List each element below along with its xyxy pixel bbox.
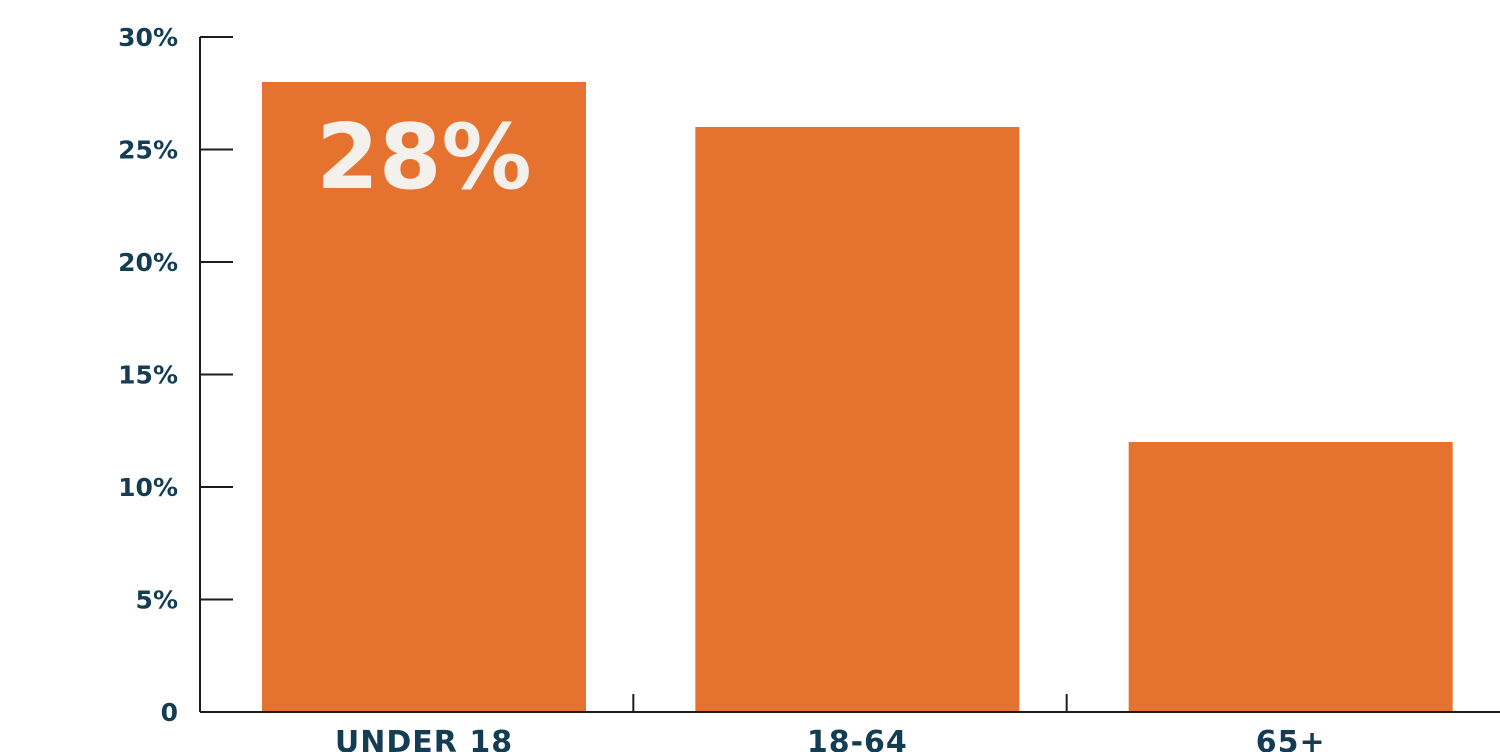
y-ticks-group: 0 5% 10% 15% 20% 25% 30% — [118, 23, 233, 727]
y-tick-label: 5% — [136, 586, 178, 615]
labels-group: UNDER 18 28% 18-64 65+ — [316, 105, 1326, 752]
y-tick-label: 20% — [118, 248, 178, 277]
bar-1 — [262, 82, 586, 712]
y-tick-label: 0 — [161, 698, 178, 727]
x-category-label: 18-64 — [807, 725, 908, 752]
bar-3 — [1128, 442, 1453, 712]
x-category-label: 65+ — [1256, 725, 1326, 752]
y-tick-label: 25% — [118, 136, 178, 165]
bars-group — [262, 82, 1453, 712]
y-tick-label: 15% — [118, 361, 178, 390]
y-tick-label: 30% — [118, 23, 178, 52]
x-category-label: UNDER 18 — [335, 725, 513, 752]
bar-2 — [695, 127, 1020, 712]
x-ticks-group — [632, 694, 1068, 712]
bar-data-label: 28% — [316, 105, 531, 210]
y-tick-label: 10% — [118, 473, 178, 502]
